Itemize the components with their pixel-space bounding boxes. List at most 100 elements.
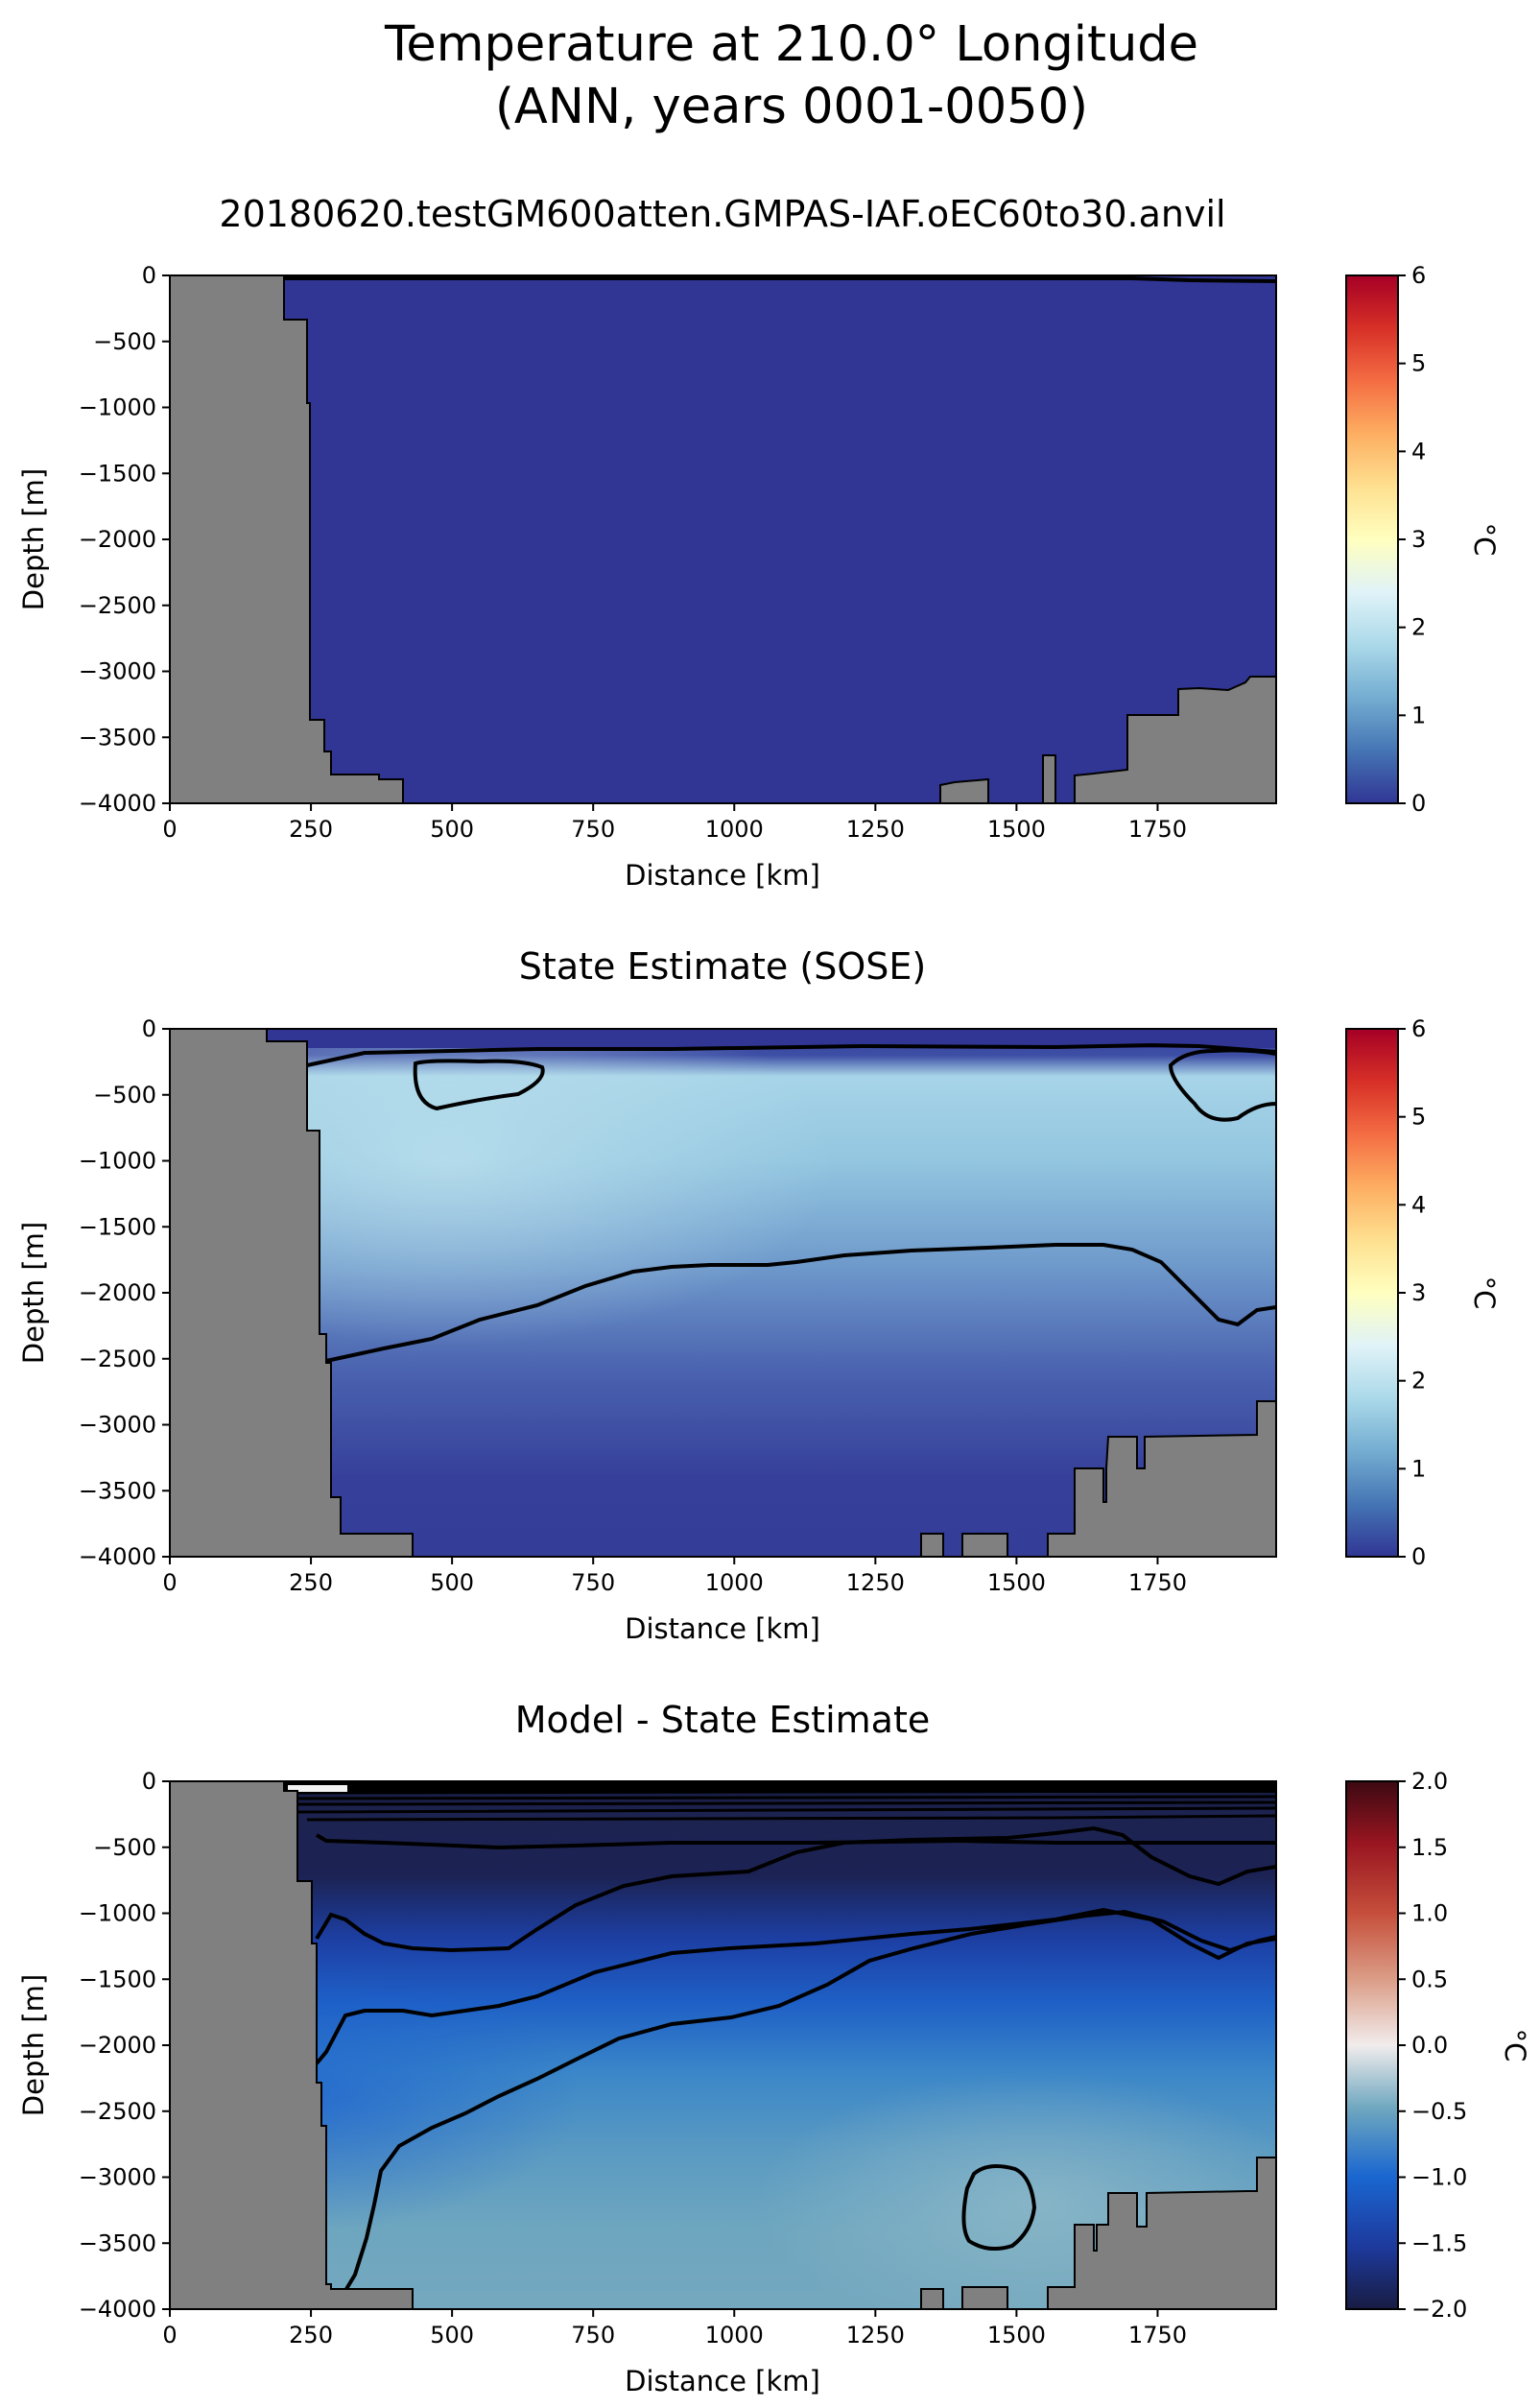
y-tick-label: −3000 [79, 2164, 156, 2191]
figure-title-line1: Temperature at 210.0° Longitude [384, 16, 1198, 73]
colorbar-tick-label: 5 [1411, 1104, 1426, 1131]
y-tick-label: −4000 [79, 2296, 156, 2323]
y-axis-label: Depth [m] [17, 1974, 50, 2116]
y-tick-label: 0 [142, 1768, 156, 1795]
x-tick-label: 500 [430, 816, 474, 843]
x-tick-label: 1500 [987, 2322, 1046, 2348]
colorbar-tick-label: 4 [1411, 1191, 1426, 1218]
difference-deep-pale [170, 1781, 1276, 2309]
y-tick-label: −4000 [79, 1543, 156, 1570]
colorbar-tick-label: −1.5 [1411, 2229, 1467, 2256]
contour-deep [325, 1243, 1276, 1363]
colorbar-gradient [1345, 1780, 1399, 2310]
colorbar-tick-label: 6 [1411, 262, 1426, 289]
x-tick-label: 250 [289, 1569, 333, 1596]
figure-title-line2: (ANN, years 0001-0050) [495, 79, 1088, 135]
x-tick-label: 1250 [846, 816, 905, 843]
colorbar-tick-label: −0.5 [1411, 2098, 1467, 2125]
colorbar-tick-label: 6 [1411, 1015, 1426, 1042]
y-tick-label: −1000 [79, 1148, 156, 1175]
colorbar: −2.0 −1.5 −1.0 −0.5 0.0 0.5 1.0 1.5 2.0 °C [1345, 1768, 1531, 2323]
x-tick-label: 250 [289, 2322, 333, 2348]
land-mask [170, 275, 1276, 803]
colorbar-tick-label: 5 [1411, 350, 1426, 377]
colorbar: 0 1 2 3 4 5 6 °C [1345, 1015, 1501, 1570]
y-axis-label: Depth [m] [17, 468, 50, 610]
panel-difference: Model - State Estimate 0 250 500 750 1000 125… [17, 1699, 1531, 2397]
x-tick-label: 750 [571, 1569, 615, 1596]
panel-sose: State Estimate (SOSE) 0 250 500 750 1000 1250… [17, 945, 1501, 1645]
y-tick-label: −3000 [79, 1412, 156, 1439]
colorbar-tick-label: 4 [1411, 438, 1426, 465]
panel-model: 20180620.testGM600atten.GMPAS-IAF.oEC60t… [17, 193, 1501, 892]
y-tick-label: −1000 [79, 1900, 156, 1927]
contour-deep-minus-half [339, 1909, 1276, 2301]
contour-surface [306, 1042, 1276, 1067]
land-mask [170, 1781, 1276, 2309]
surface-cold-layer [170, 1029, 1276, 1048]
x-tick-label: 1000 [705, 1569, 764, 1596]
y-ticks: 0 −500 −1000 −1500 −2000 −2500 −3000 −3500 −4000 [79, 1768, 170, 2323]
panel-title: 20180620.testGM600atten.GMPAS-IAF.oEC60t… [219, 193, 1225, 235]
temperature-field [170, 275, 1276, 803]
colorbar-tick-label: 0.0 [1411, 2032, 1448, 2059]
y-axis-label: Depth [m] [17, 1222, 50, 1364]
y-tick-label: −3500 [79, 724, 156, 751]
contour-upper-left-loop [413, 1059, 545, 1111]
x-tick-label: 0 [162, 816, 177, 843]
colorbar-tick-label: 1 [1411, 702, 1426, 728]
x-tick-label: 1500 [987, 1569, 1046, 1596]
x-tick-label: 0 [162, 2322, 177, 2348]
x-ticks: 0 250 500 750 1000 1250 1500 1750 [162, 1557, 1187, 1596]
colorbar-tick-label: 1.0 [1411, 1900, 1448, 1927]
y-tick-label: −3500 [79, 2229, 156, 2256]
surface-contour [284, 276, 1276, 283]
x-tick-label: 1000 [705, 816, 764, 843]
y-tick-label: −500 [93, 328, 156, 355]
x-tick-label: 250 [289, 816, 333, 843]
y-tick-label: −1500 [79, 1213, 156, 1240]
x-tick-label: 1750 [1128, 2322, 1187, 2348]
land-mask [170, 1029, 1276, 1557]
white-surface-patch [288, 1785, 347, 1792]
x-axis-label: Distance [km] [625, 1612, 820, 1645]
colorbar-label: °C [1468, 1276, 1501, 1310]
y-tick-label: −2000 [79, 526, 156, 553]
y-tick-label: −2000 [79, 2032, 156, 2059]
x-axis-label: Distance [km] [625, 859, 820, 892]
y-tick-label: −500 [93, 1082, 156, 1109]
x-tick-label: 1000 [705, 2322, 764, 2348]
colorbar-tick-label: 2 [1411, 614, 1426, 641]
colorbar-label: °C [1499, 2029, 1531, 2062]
surface-contour-band [284, 1781, 1276, 1793]
y-ticks: 0 −500 −1000 −1500 −2000 −2500 −3000 −3500 −4000 [79, 262, 170, 817]
x-tick-label: 500 [430, 2322, 474, 2348]
x-tick-label: 1500 [987, 816, 1046, 843]
y-tick-label: −2500 [79, 2098, 156, 2125]
x-tick-label: 1250 [846, 1569, 905, 1596]
x-tick-label: 1750 [1128, 816, 1187, 843]
colorbar-tick-label: 3 [1411, 526, 1426, 553]
colorbar-gradient [1345, 274, 1399, 804]
y-tick-label: 0 [142, 1015, 156, 1042]
colorbar-tick-label: 2 [1411, 1368, 1426, 1395]
x-tick-label: 500 [430, 1569, 474, 1596]
y-tick-label: −1000 [79, 394, 156, 421]
colorbar-tick-label: 3 [1411, 1279, 1426, 1306]
colorbar-gradient [1345, 1028, 1399, 1558]
x-ticks: 0 250 500 750 1000 1250 1500 1750 [162, 2309, 1187, 2348]
y-tick-label: −2000 [79, 1279, 156, 1306]
colorbar-tick-label: 0 [1411, 790, 1426, 817]
y-tick-label: −1500 [79, 1966, 156, 1992]
y-ticks: 0 −500 −1000 −1500 −2000 −2500 −3000 −3500 −4000 [79, 1015, 170, 1570]
panel-title: State Estimate (SOSE) [519, 945, 926, 988]
contour-level-2 [315, 1825, 1276, 1953]
colorbar-tick-label: 1 [1411, 1455, 1426, 1482]
colorbar-tick-label: 0 [1411, 1543, 1426, 1570]
colorbar-tick-label: −1.0 [1411, 2164, 1467, 2191]
x-ticks: 0 250 500 750 1000 1250 1500 1750 [162, 803, 1187, 843]
colorbar-tick-label: 2.0 [1411, 1768, 1448, 1795]
contour-level-3 [315, 1907, 1276, 2065]
y-tick-label: −2500 [79, 592, 156, 619]
